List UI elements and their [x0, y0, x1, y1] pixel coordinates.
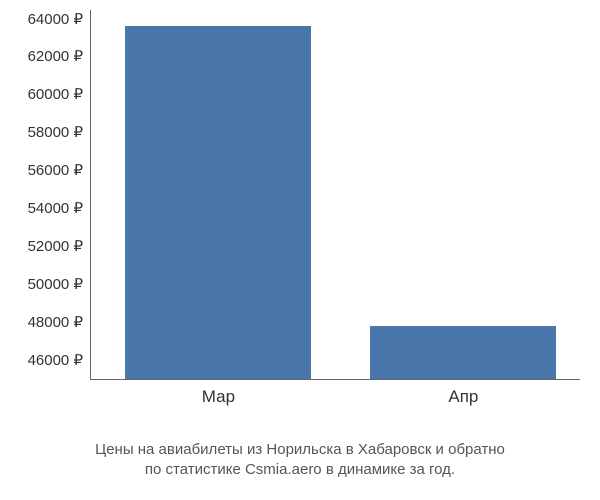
y-tick-label: 60000 ₽ — [28, 85, 91, 103]
price-chart: 46000 ₽ 48000 ₽ 50000 ₽ 52000 ₽ 54000 ₽ 56000… — [0, 0, 600, 500]
y-tick-label: 56000 ₽ — [28, 161, 91, 179]
y-tick-label: 52000 ₽ — [28, 237, 91, 255]
x-tick-label: Апр — [448, 379, 478, 407]
bar — [370, 326, 556, 379]
y-tick-label: 46000 ₽ — [28, 351, 91, 369]
caption-line-2: по статистике Csmia.aero в динамике за г… — [145, 461, 455, 478]
y-tick-label: 48000 ₽ — [28, 313, 91, 331]
y-tick-label: 58000 ₽ — [28, 123, 91, 141]
y-tick-label: 64000 ₽ — [28, 10, 91, 28]
x-tick-label: Мар — [202, 379, 235, 407]
y-tick-label: 62000 ₽ — [28, 47, 91, 65]
caption-line-1: Цены на авиабилеты из Норильска в Хабаро… — [95, 441, 505, 458]
plot-area: 46000 ₽48000 ₽50000 ₽52000 ₽54000 ₽56000… — [90, 10, 580, 380]
y-tick-label: 54000 ₽ — [28, 199, 91, 217]
chart-caption: Цены на авиабилеты из Норильска в Хабаро… — [0, 440, 600, 481]
bar — [125, 26, 311, 379]
y-tick-label: 50000 ₽ — [28, 275, 91, 293]
